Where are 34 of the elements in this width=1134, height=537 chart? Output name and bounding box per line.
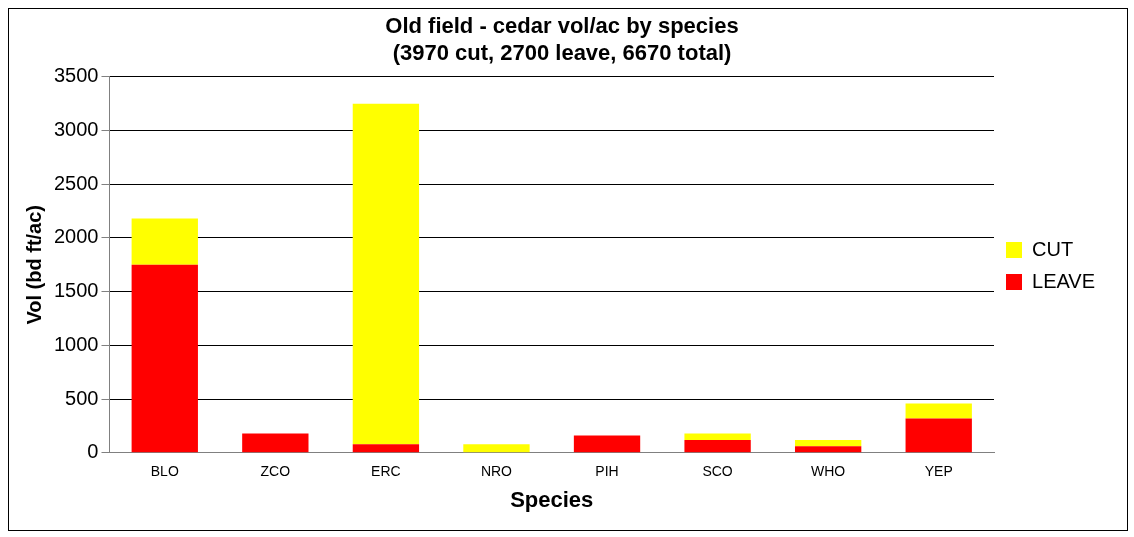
bar	[684, 433, 751, 440]
y-tick-label: 0	[87, 440, 99, 463]
y-axis-title: Vol (bd ft/ac)	[22, 204, 45, 325]
legend-label: LEAVE	[1032, 269, 1095, 292]
x-tick-label: WHO	[811, 463, 846, 480]
y-tick-label: 1500	[53, 279, 99, 302]
bar	[242, 433, 309, 453]
bar	[684, 439, 751, 453]
bar	[352, 444, 420, 453]
y-tick-label: 3500	[53, 64, 99, 87]
x-tick-label: YEP	[924, 463, 953, 480]
bar	[573, 435, 641, 453]
x-tick-label: BLO	[150, 463, 179, 480]
y-tick-label: 500	[65, 386, 99, 409]
bar	[463, 444, 530, 453]
x-tick-label: PIH	[595, 463, 619, 480]
legend-label: CUT	[1032, 237, 1074, 260]
bar	[131, 218, 198, 265]
x-tick-label: ERC	[371, 463, 401, 480]
y-tick-label: 3000	[53, 118, 99, 141]
chart-title: Old field - cedar vol/ac by species (3970 cut, 2700 leave, 6670 total)	[385, 13, 739, 65]
bar	[905, 418, 972, 453]
x-axis-title: Species	[510, 486, 594, 512]
y-tick-label: 2500	[53, 171, 99, 194]
y-tick-label: 1000	[53, 332, 99, 355]
bar	[794, 446, 862, 453]
y-tick-label: 2000	[53, 225, 99, 248]
x-tick-label: NRO	[480, 463, 513, 480]
x-tick-label: ZCO	[260, 463, 291, 480]
bar	[794, 439, 862, 447]
bar	[131, 264, 198, 453]
x-tick-label: SCO	[702, 463, 733, 480]
bar	[352, 103, 420, 445]
bar	[905, 403, 972, 419]
